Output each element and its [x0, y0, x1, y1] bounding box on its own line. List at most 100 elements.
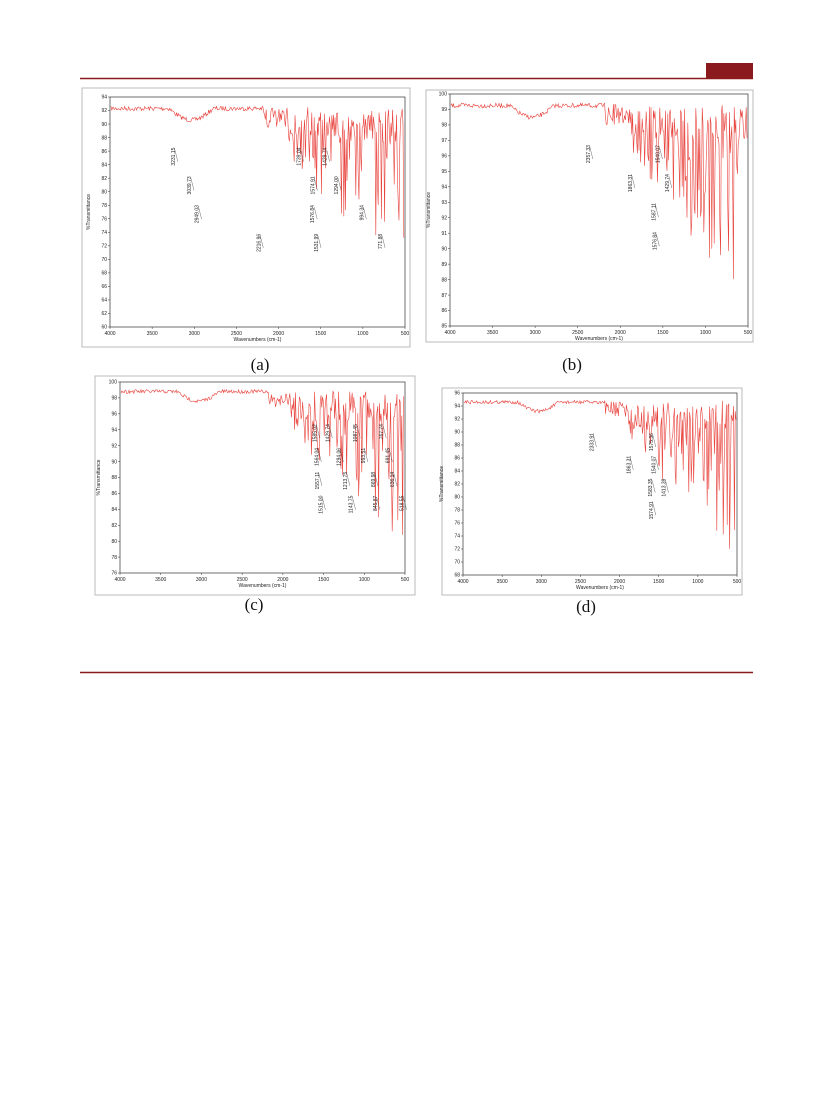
peak-leader — [589, 146, 594, 160]
peak-leader — [300, 149, 304, 162]
y-tick-label: 76 — [454, 521, 460, 527]
peak-leader — [316, 425, 320, 439]
y-tick-label: 66 — [101, 284, 107, 290]
x-tick-label: 2000 — [273, 331, 284, 337]
y-tick-label: 68 — [101, 271, 107, 277]
peak-leader — [374, 473, 379, 486]
y-tick-label: 85 — [441, 324, 447, 330]
peak-label: 1576.84 — [652, 232, 658, 250]
peak-label: 1540.07 — [652, 456, 658, 474]
figure-caption: (b) — [562, 355, 582, 374]
peak-leader — [352, 497, 356, 510]
peak-label: 1087.45 — [353, 424, 359, 442]
peak-label: 869.98 — [371, 472, 377, 488]
peak-leader — [318, 449, 322, 462]
y-tick-label: 93 — [441, 200, 447, 206]
y-tick-label: 78 — [101, 203, 107, 209]
peak-label: 1585.02 — [313, 424, 319, 442]
x-axis-label: Wavenumbers (cm-1) — [234, 337, 282, 343]
peak-leader — [381, 235, 386, 248]
y-tick-label: 88 — [454, 443, 460, 449]
x-tick-label: 3000 — [536, 579, 547, 585]
y-tick-label: 94 — [454, 404, 460, 410]
y-axis-label: %Transmittance — [426, 192, 432, 228]
x-tick-label: 1000 — [692, 579, 703, 585]
peak-label: 1583.35 — [648, 478, 654, 496]
y-tick-label: 90 — [111, 459, 117, 465]
plot-area — [449, 93, 749, 327]
panel-frame — [81, 87, 411, 348]
peak-leader — [652, 503, 657, 516]
y-tick-label: 100 — [109, 380, 118, 386]
spectrum-panel: 76 78 80 82 84 86 88 90 92 94 96 98 100 4000 3500 3000 2… — [94, 375, 416, 614]
peak-label: 1587.11 — [651, 203, 657, 221]
y-tick-label: 74 — [454, 534, 460, 540]
x-tick-label: 500 — [401, 331, 410, 337]
y-axis-label: %Transmittance — [96, 459, 102, 495]
spectrum-panel: 85 86 87 88 89 90 91 92 93 94 95 96 97 98 99 100 4000 350… — [425, 89, 754, 374]
y-tick-label: 90 — [441, 246, 447, 252]
x-tick-label: 1500 — [318, 577, 329, 583]
y-tick-label: 70 — [101, 257, 107, 263]
figure-caption: (a) — [251, 355, 270, 374]
y-tick-label: 89 — [441, 262, 447, 268]
y-tick-label: 96 — [454, 391, 460, 397]
y-tick-label: 88 — [101, 135, 107, 141]
peak-label: 1429.74 — [665, 174, 671, 192]
peak-label: 1576.84 — [310, 205, 316, 223]
peak-leader — [318, 473, 323, 486]
peak-leader — [383, 425, 387, 439]
y-tick-label: 95 — [441, 169, 447, 175]
spectrum-trace — [463, 399, 737, 549]
x-tick-label: 4000 — [104, 331, 115, 337]
peak-leader — [340, 449, 344, 462]
peak-leader — [631, 175, 636, 189]
x-tick-label: 3500 — [147, 331, 158, 337]
peak-label: 2333.91 — [589, 433, 595, 451]
y-tick-label: 90 — [454, 430, 460, 436]
peak-label: 1294.06 — [336, 448, 342, 466]
x-tick-label: 3000 — [196, 577, 207, 583]
y-tick-label: 91 — [441, 231, 447, 237]
y-tick-label: 72 — [101, 244, 107, 250]
peak-label: 767.74 — [379, 424, 385, 440]
peak-leader — [260, 235, 264, 248]
y-tick-label: 88 — [441, 277, 447, 283]
peak-label: 1564.04 — [314, 448, 320, 466]
figure-caption: (c) — [245, 595, 264, 614]
y-tick-label: 92 — [454, 417, 460, 423]
x-tick-label: 2500 — [237, 577, 248, 583]
peak-leader — [326, 149, 330, 162]
y-tick-label: 68 — [454, 573, 460, 579]
x-tick-label: 2000 — [615, 330, 626, 336]
peak-label: 1739.04 — [297, 147, 303, 165]
y-tick-label: 94 — [111, 427, 117, 433]
peak-leader — [346, 473, 351, 486]
peak-label: 1213.75 — [343, 472, 349, 490]
y-tick-label: 80 — [454, 495, 460, 501]
y-tick-label: 86 — [111, 491, 117, 497]
y-tick-label: 62 — [101, 311, 107, 317]
x-tick-label: 1000 — [700, 330, 711, 336]
peak-label: 1429.74 — [323, 147, 329, 165]
panel-frame — [441, 387, 743, 596]
y-tick-label: 96 — [441, 154, 447, 160]
y-tick-label: 76 — [111, 571, 117, 577]
y-tick-label: 82 — [454, 482, 460, 488]
y-axis-label: %Transmittance — [439, 466, 445, 502]
peak-label: 1531.99 — [314, 234, 320, 252]
peak-leader — [314, 207, 318, 220]
y-tick-label: 82 — [101, 176, 107, 182]
peak-leader — [389, 449, 393, 462]
peak-label: 1557.11 — [315, 472, 321, 490]
y-tick-label: 72 — [454, 547, 460, 553]
peak-leader — [376, 497, 381, 510]
peak-leader — [198, 207, 202, 220]
x-tick-label: 3000 — [189, 331, 200, 337]
peak-leader — [364, 449, 369, 462]
peak-label: 1515.00 — [318, 495, 324, 513]
header-tab — [706, 63, 753, 78]
x-tick-label: 2500 — [575, 579, 586, 585]
peak-label: 3231.15 — [171, 147, 177, 165]
spectrum-trace — [450, 102, 748, 280]
